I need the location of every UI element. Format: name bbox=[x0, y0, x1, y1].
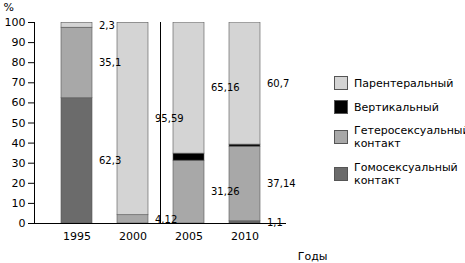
svg-text:90: 90 bbox=[12, 36, 26, 49]
html-text:Вертикальный: Вертикальный bbox=[354, 100, 439, 114]
svg-text:35,1: 35,1 bbox=[99, 57, 121, 68]
html-text:Гомосексуальный контакт: Гомосексуальный контакт bbox=[354, 160, 458, 187]
svg-text:65,16: 65,16 bbox=[211, 82, 240, 93]
svg-text:95,59: 95,59 bbox=[155, 113, 184, 124]
svg-text:0: 0 bbox=[19, 217, 26, 230]
svg-text:80: 80 bbox=[12, 56, 26, 69]
svg-text:2005: 2005 bbox=[175, 230, 203, 243]
svg-text:40: 40 bbox=[12, 137, 26, 150]
svg-text:60,7: 60,7 bbox=[267, 78, 289, 89]
svg-text:60: 60 bbox=[12, 96, 26, 109]
svg-text:100: 100 bbox=[5, 16, 26, 29]
svg-text:70: 70 bbox=[12, 76, 26, 89]
svg-text:31,26: 31,26 bbox=[211, 186, 240, 197]
svg-text:2000: 2000 bbox=[119, 230, 147, 243]
svg-text:62,3: 62,3 bbox=[99, 155, 121, 166]
svg-text:30: 30 bbox=[12, 157, 26, 170]
svg-text:Годы: Годы bbox=[298, 250, 328, 263]
svg-text:2010: 2010 bbox=[231, 230, 259, 243]
html-text:Парентеральный: Парентеральный bbox=[354, 76, 454, 90]
svg-text:37,14: 37,14 bbox=[267, 178, 296, 189]
svg-text:10: 10 bbox=[12, 197, 26, 210]
svg-text:20: 20 bbox=[12, 177, 26, 190]
svg-text:1995: 1995 bbox=[63, 230, 91, 243]
svg-text:%: % bbox=[4, 1, 14, 14]
svg-text:50: 50 bbox=[12, 117, 26, 130]
svg-text:1,1: 1,1 bbox=[267, 217, 283, 228]
svg-text:2,3: 2,3 bbox=[99, 20, 115, 31]
svg-text:4,12: 4,12 bbox=[155, 214, 177, 225]
